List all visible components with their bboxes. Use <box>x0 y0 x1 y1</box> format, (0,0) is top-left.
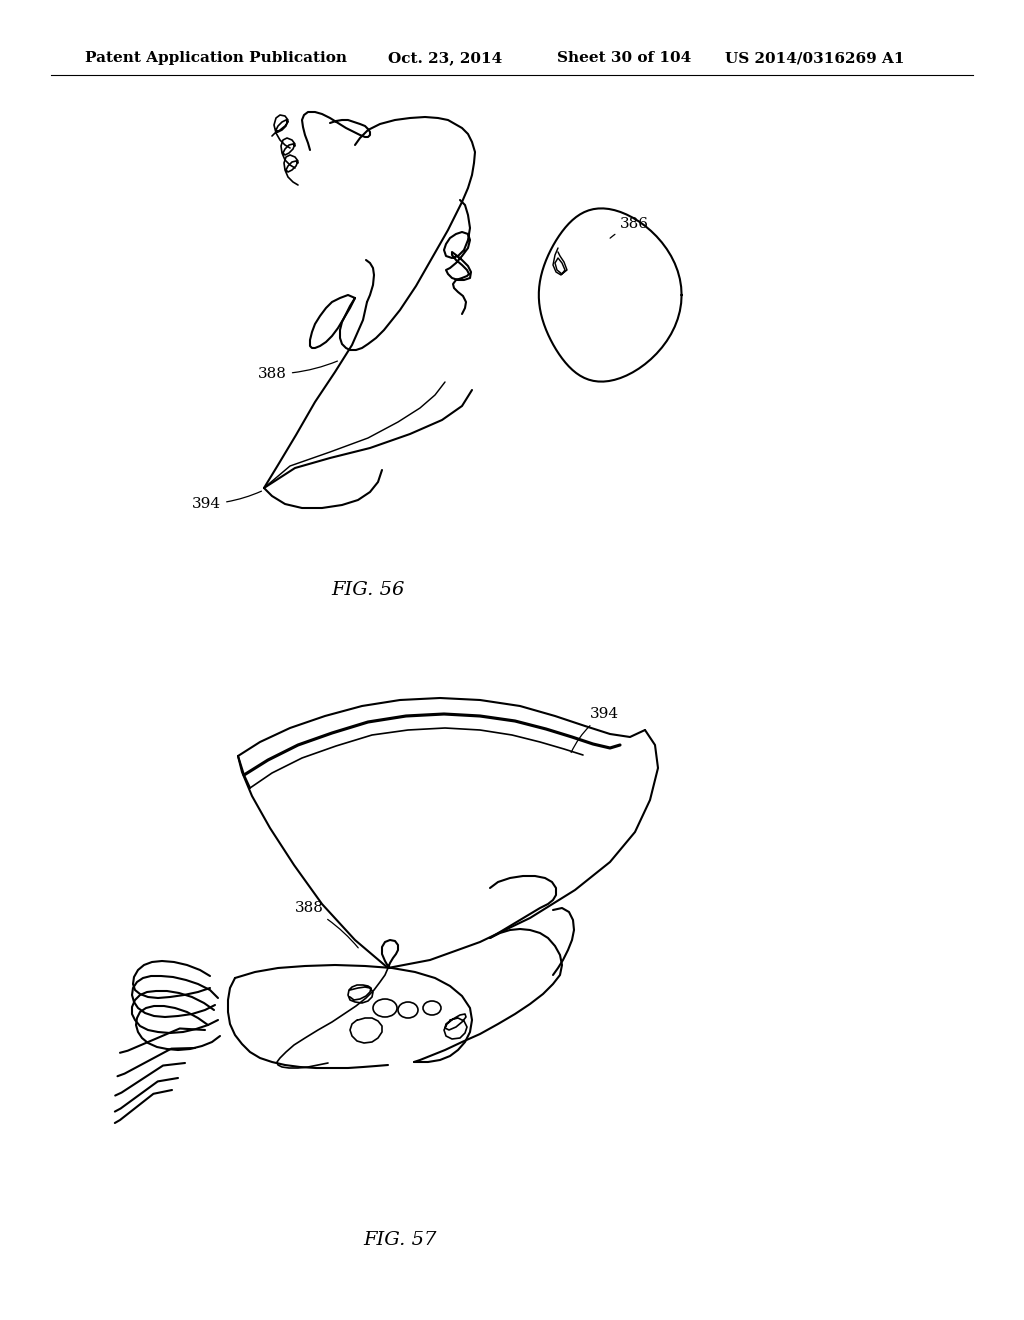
Text: 388: 388 <box>295 902 358 948</box>
Text: 394: 394 <box>571 708 620 752</box>
Text: FIG. 56: FIG. 56 <box>332 581 404 599</box>
Text: 386: 386 <box>610 216 649 238</box>
Text: 394: 394 <box>193 491 261 511</box>
Text: US 2014/0316269 A1: US 2014/0316269 A1 <box>725 51 904 65</box>
Text: FIG. 57: FIG. 57 <box>364 1232 436 1249</box>
Text: Oct. 23, 2014: Oct. 23, 2014 <box>388 51 502 65</box>
Text: Sheet 30 of 104: Sheet 30 of 104 <box>557 51 691 65</box>
Text: 388: 388 <box>258 362 338 381</box>
Text: Patent Application Publication: Patent Application Publication <box>85 51 347 65</box>
